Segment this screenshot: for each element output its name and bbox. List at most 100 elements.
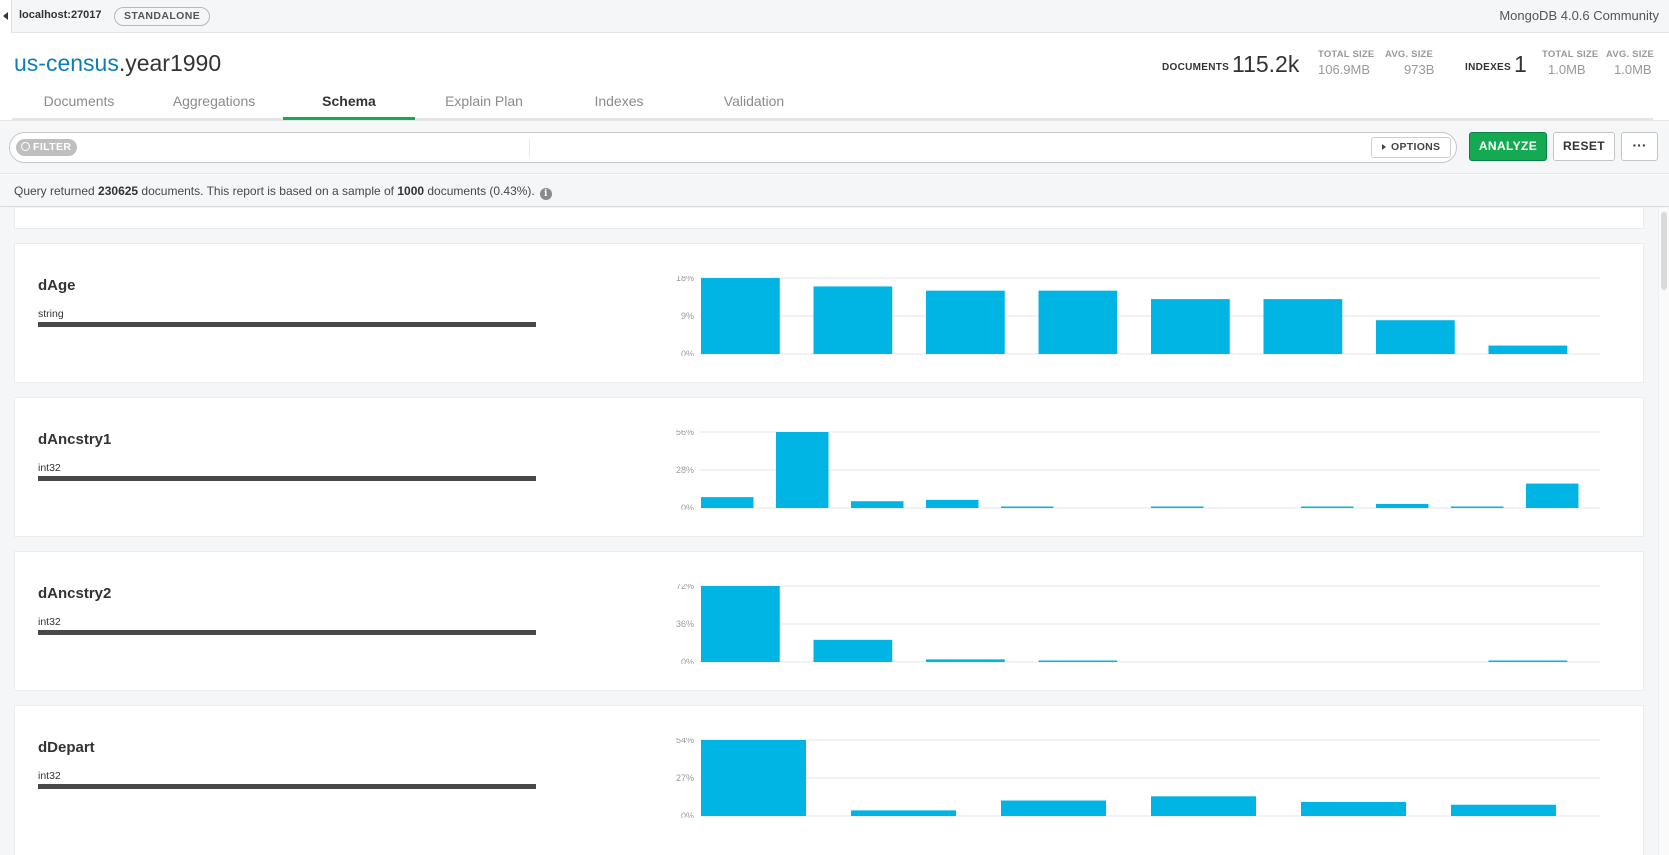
- histogram-bar-dage[interactable]: [1151, 299, 1230, 354]
- collection-name: .year1990: [118, 50, 222, 76]
- histogram-bar-ddepart[interactable]: [1001, 800, 1106, 816]
- histogram-bar-dancstry1[interactable]: [1001, 506, 1054, 509]
- topology-badge: STANDALONE: [114, 7, 211, 26]
- tick-label-dancstry1: 0%: [681, 503, 694, 510]
- histogram-bar-ddepart[interactable]: [1301, 801, 1406, 816]
- host-label: localhost:27017: [19, 9, 102, 21]
- reset-button[interactable]: RESET: [1553, 132, 1615, 161]
- histogram-bar-dage[interactable]: [1376, 320, 1455, 354]
- histogram-bar-dancstry2[interactable]: [1038, 660, 1118, 663]
- options-button[interactable]: OPTIONS: [1371, 137, 1451, 158]
- histogram-bar-dage[interactable]: [1488, 345, 1568, 354]
- idx-total-size-value: 1.0MB: [1548, 62, 1586, 77]
- collection-title: us-census.year1990: [14, 50, 221, 77]
- histogram-bar-ddepart[interactable]: [1451, 804, 1556, 816]
- type-bar[interactable]: [38, 630, 536, 635]
- tab-explain-plan[interactable]: Explain Plan: [445, 93, 523, 109]
- histogram-dancstry2: 72% 36% 0%: [676, 584, 1600, 664]
- field-name[interactable]: dAncstry1: [38, 431, 112, 448]
- tab-documents[interactable]: Documents: [43, 93, 115, 109]
- field-type-label: string: [38, 308, 64, 320]
- sample-count: 1000: [397, 184, 425, 198]
- content-scrollbar[interactable]: [1658, 208, 1669, 855]
- tick-label-dage: 18%: [676, 276, 694, 283]
- histogram-bar-ddepart[interactable]: [701, 740, 806, 816]
- type-bar[interactable]: [38, 784, 536, 789]
- filter-box[interactable]: FILTER OPTIONS: [9, 132, 1457, 163]
- filter-pill[interactable]: FILTER: [16, 139, 78, 156]
- tick-label-dage: 0%: [681, 349, 694, 356]
- info-circle-icon: [21, 142, 30, 151]
- type-bar[interactable]: [38, 476, 536, 481]
- sample-info-bar: Query returned 230625 documents. This re…: [0, 175, 1669, 207]
- filter-input[interactable]: [80, 138, 530, 157]
- histogram-bar-dancstry2[interactable]: [926, 659, 1005, 662]
- scrollbar-thumb[interactable]: [1661, 212, 1667, 290]
- schema-content: dAge string dAncstry1 int32 dAncstry2 in…: [0, 208, 1669, 855]
- sample-middle: documents. This report is based on a sam…: [138, 184, 398, 198]
- idx-avg-size-value: 1.0MB: [1614, 62, 1652, 77]
- histogram-bar-dancstry1[interactable]: [1301, 506, 1354, 509]
- doc-total-size-value: 106.9MB: [1318, 62, 1371, 77]
- field-card-ddepart: dDepart int32: [14, 705, 1644, 855]
- more-options-button[interactable]: ···: [1621, 132, 1658, 161]
- analyze-button[interactable]: ANALYZE: [1469, 132, 1547, 161]
- tick-label-dancstry1: 56%: [676, 430, 694, 437]
- collection-tabs: Documents Aggregations Schema Explain Pl…: [0, 86, 1669, 121]
- doc-avg-size-label: AVG. SIZE: [1385, 49, 1434, 60]
- collapse-sidebar-button[interactable]: [0, 0, 12, 33]
- info-icon[interactable]: i: [539, 188, 552, 200]
- server-version: MongoDB 4.0.6 Community: [1499, 8, 1659, 23]
- histogram-bar-dancstry1[interactable]: [1151, 506, 1204, 509]
- idx-avg-size-label: AVG. SIZE: [1606, 49, 1655, 60]
- tick-label-dancstry1: 28%: [676, 465, 694, 475]
- tick-label-ddepart: 27%: [676, 773, 694, 783]
- histogram-bar-dancstry1[interactable]: [701, 497, 754, 508]
- histogram-bar-dancstry1[interactable]: [1376, 503, 1429, 508]
- tab-aggregations[interactable]: Aggregations: [172, 93, 256, 109]
- histogram-bar-dancstry1[interactable]: [926, 499, 979, 508]
- histogram-bar-dage[interactable]: [1038, 290, 1118, 354]
- histogram-bar-dancstry2[interactable]: [1488, 660, 1568, 663]
- histogram-bar-dancstry1[interactable]: [1451, 506, 1504, 509]
- field-card-dancstry1: dAncstry1 int32: [14, 397, 1644, 537]
- tick-label-dancstry2: 36%: [676, 619, 694, 629]
- histogram-bar-dancstry2[interactable]: [813, 639, 893, 662]
- doc-avg-size-value: 973B: [1404, 62, 1435, 77]
- histogram-bar-dage[interactable]: [1263, 299, 1343, 354]
- field-type-label: int32: [38, 616, 61, 628]
- histogram-bar-ddepart[interactable]: [1151, 796, 1256, 816]
- tick-label-dancstry2: 0%: [681, 657, 694, 664]
- field-name[interactable]: dAge: [38, 277, 76, 294]
- histogram-bar-dage[interactable]: [813, 286, 893, 354]
- tab-validation[interactable]: Validation: [723, 93, 785, 109]
- type-bar[interactable]: [38, 322, 536, 327]
- collection-header: us-census.year1990 DOCUMENTS 115.2k TOTA…: [0, 33, 1669, 121]
- field-card-partial: [14, 208, 1644, 229]
- top-bar: localhost:27017 STANDALONE MongoDB 4.0.6…: [0, 0, 1669, 33]
- tick-label-ddepart: 54%: [676, 738, 694, 745]
- filter-label: FILTER: [33, 141, 72, 153]
- field-name[interactable]: dAncstry2: [38, 585, 112, 602]
- documents-count: 115.2k: [1232, 51, 1300, 77]
- sample-message: Query returned 230625 documents. This re…: [14, 184, 552, 200]
- tabs-underline: [12, 118, 1653, 120]
- histogram-bar-dancstry1[interactable]: [776, 432, 829, 508]
- histogram-bar-ddepart[interactable]: [851, 810, 956, 816]
- indexes-label: INDEXES: [1465, 62, 1512, 73]
- tick-label-ddepart: 0%: [681, 811, 694, 818]
- database-link[interactable]: us-census: [14, 50, 119, 76]
- idx-total-size-label: TOTAL SIZE: [1542, 49, 1599, 60]
- field-type-label: int32: [38, 770, 61, 782]
- histogram-bar-dage[interactable]: [701, 278, 780, 354]
- tab-indexes[interactable]: Indexes: [594, 93, 644, 109]
- histogram-bar-dage[interactable]: [926, 290, 1005, 354]
- doc-total-size-label: TOTAL SIZE: [1318, 49, 1375, 60]
- field-type-label: int32: [38, 462, 61, 474]
- histogram-bar-dancstry1[interactable]: [1526, 483, 1579, 508]
- tab-schema[interactable]: Schema: [283, 93, 415, 121]
- histogram-bar-dancstry2[interactable]: [701, 586, 780, 662]
- field-name[interactable]: dDepart: [38, 739, 95, 756]
- histogram-bar-dancstry1[interactable]: [851, 501, 904, 508]
- histogram-ddepart: 54% 27% 0%: [676, 738, 1600, 818]
